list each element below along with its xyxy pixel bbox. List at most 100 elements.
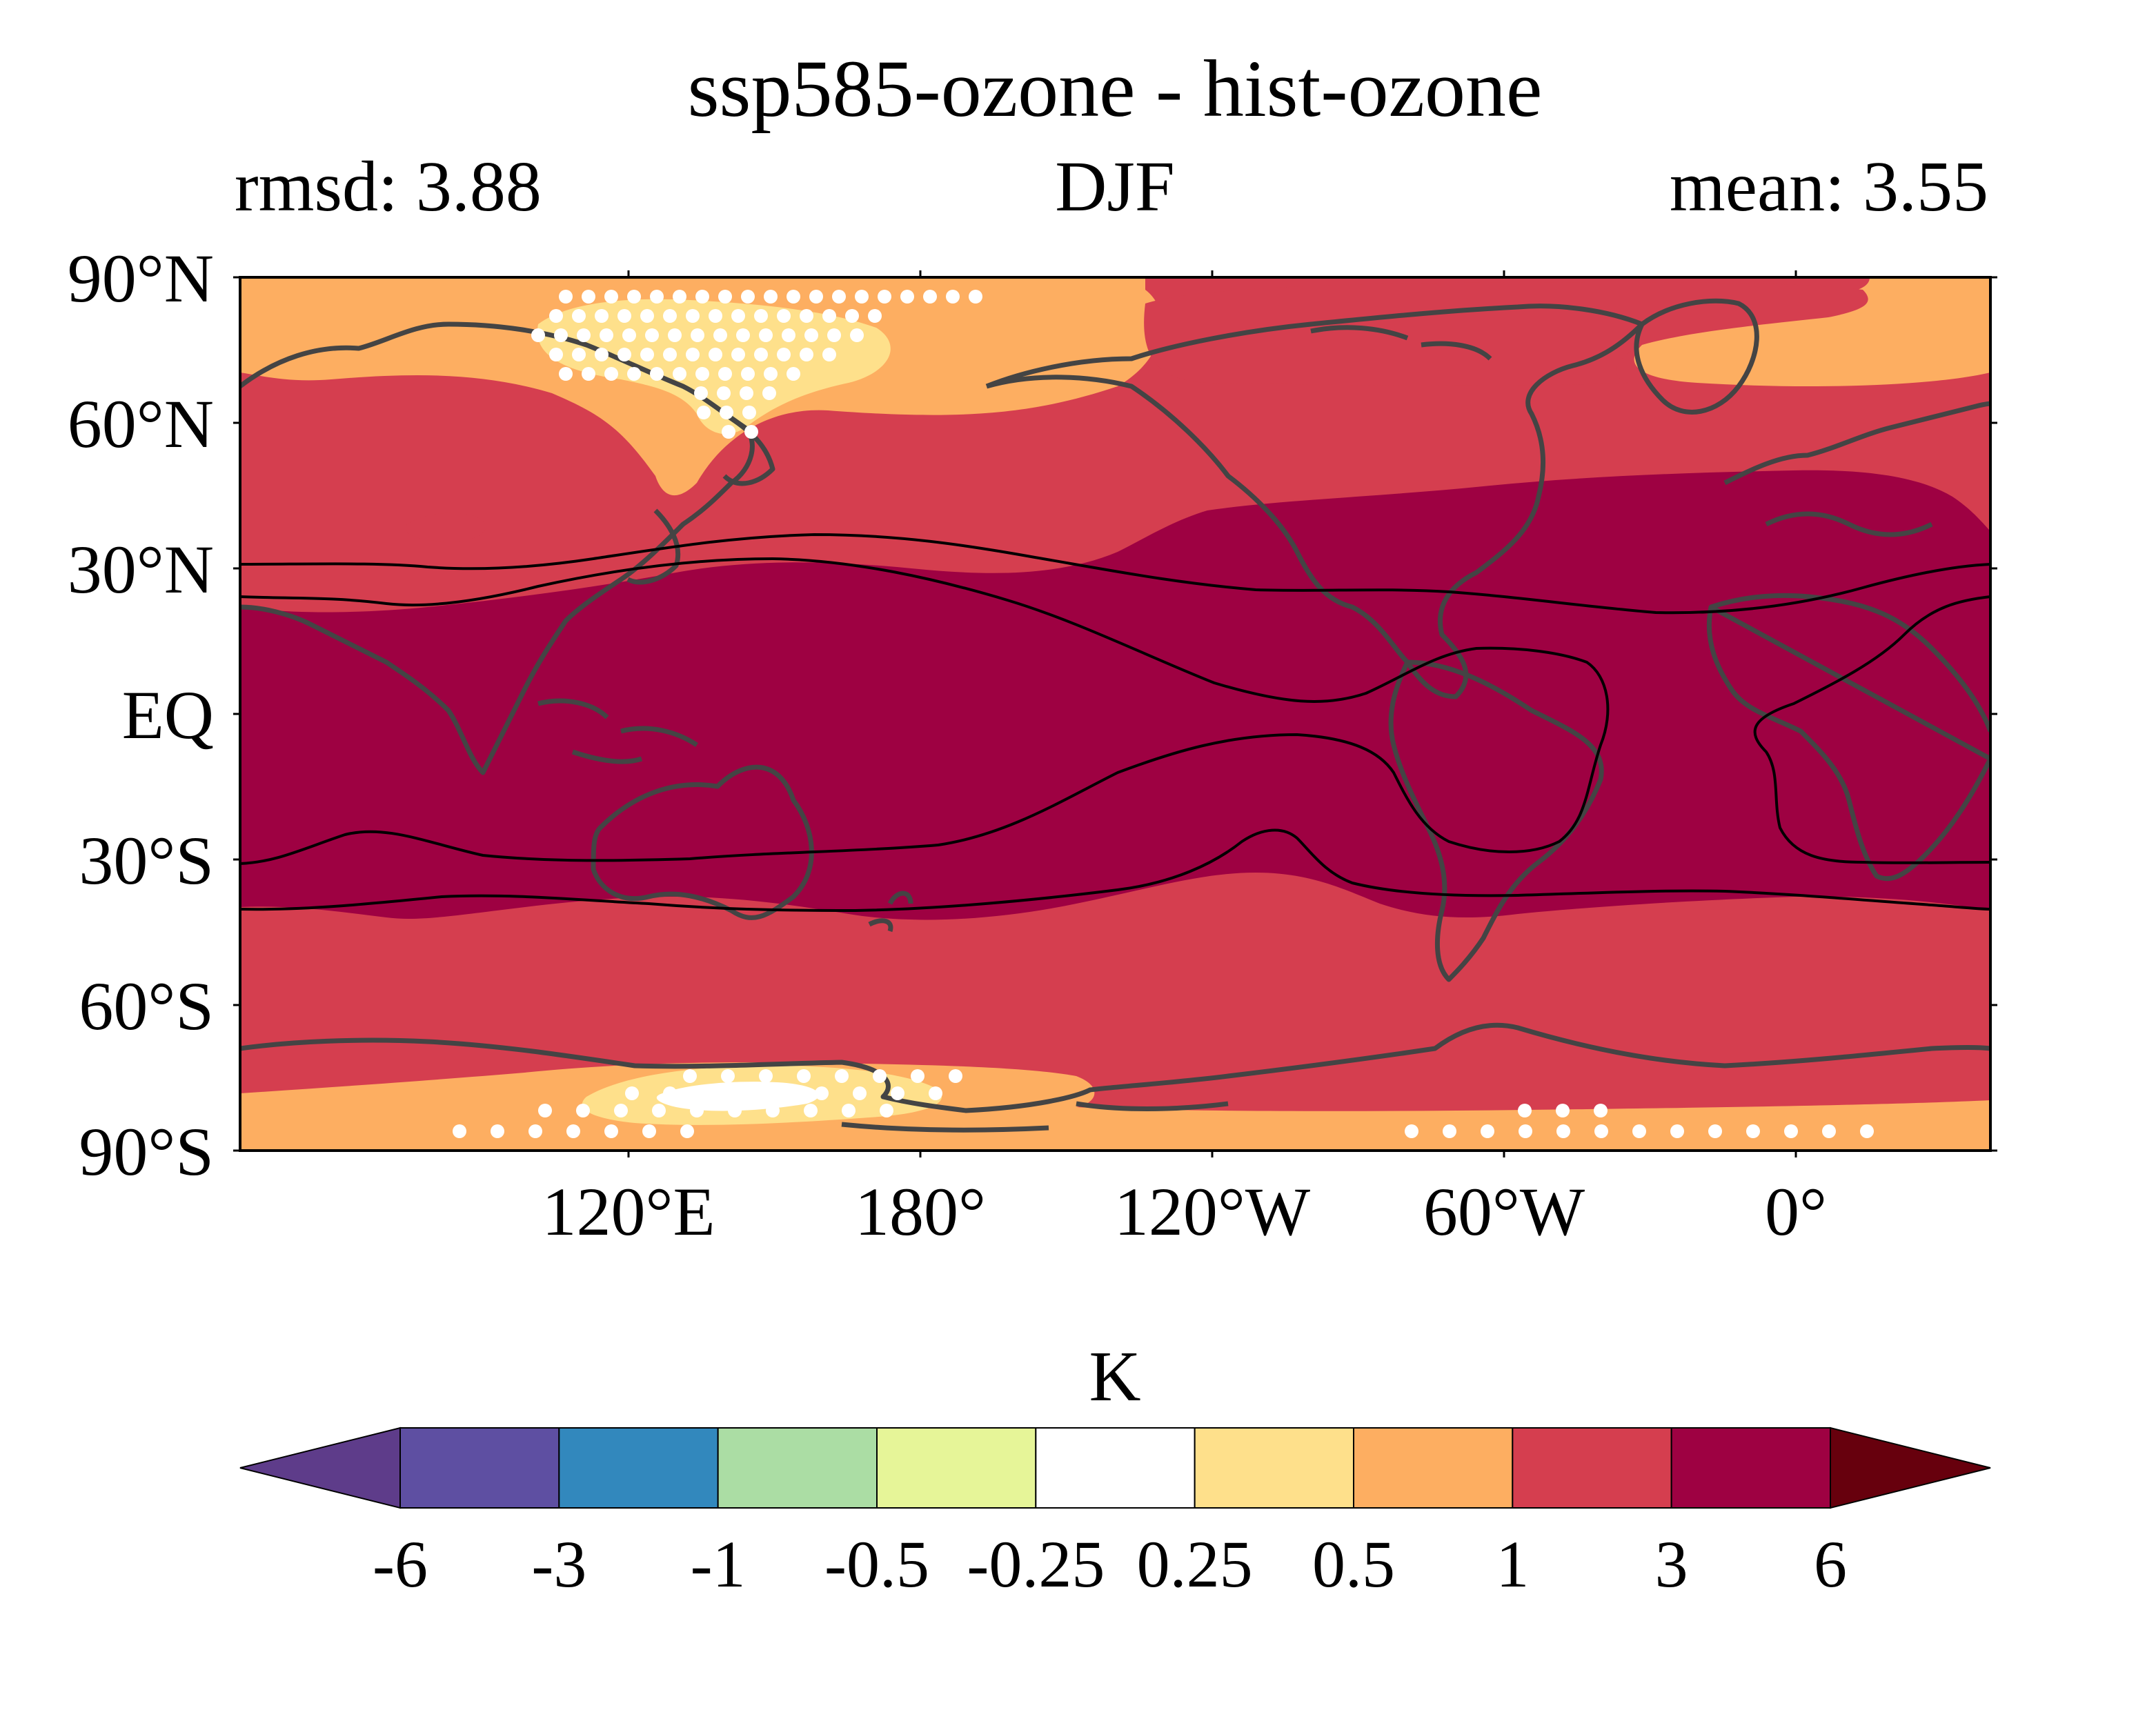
colorbar-cells	[399, 1427, 1832, 1509]
stipple-dot	[762, 386, 776, 400]
lat-label-60s: 60°S	[79, 968, 214, 1044]
stipple-dot	[559, 290, 573, 304]
stipple-dot	[1519, 1124, 1532, 1138]
stipple-dot	[622, 328, 636, 342]
lat-label-eq: EQ	[122, 677, 214, 753]
stipple-dot	[1746, 1124, 1760, 1138]
colorbar-over-arrow	[1830, 1426, 1991, 1509]
stipple-dot	[549, 348, 563, 361]
tick-marks	[233, 270, 1997, 1157]
field-arctic-cap-red	[1144, 282, 1868, 386]
stipple-dot	[741, 290, 755, 304]
field-band-3-6	[240, 470, 1990, 920]
stipple-dot	[754, 309, 768, 323]
stipple-dot	[1481, 1124, 1494, 1138]
stipple-dot	[718, 290, 732, 304]
stipple-dot	[1518, 1104, 1532, 1117]
stipple-dot	[668, 328, 682, 342]
stipple-dot	[717, 386, 731, 400]
stipple-dot	[663, 348, 677, 361]
stipple-dot	[1556, 1104, 1570, 1117]
stipple-dot	[1822, 1124, 1836, 1138]
stipple-dot	[1405, 1124, 1418, 1138]
lat-label-60n: 60°N	[68, 386, 214, 462]
stipple-dot	[582, 290, 595, 304]
stipple-dot	[627, 290, 641, 304]
colorbar-tick-label-8: 3	[1655, 1527, 1688, 1601]
colorbar-tick-label-5: 0.25	[1137, 1527, 1253, 1601]
colorbar-tick-label-6: 0.5	[1312, 1527, 1395, 1601]
stipple-dot	[686, 309, 700, 323]
stipple-dot	[873, 1069, 887, 1083]
colorbar: K -6 -3 -1 -0.5 -0.25 0.25 0.5 1 3 6	[239, 1337, 1991, 1601]
stipple-dot	[804, 328, 818, 342]
stipple-dot	[720, 406, 733, 419]
stipple-dot	[759, 328, 773, 342]
stipple-arctic	[531, 290, 982, 439]
stipple-dot	[1556, 1124, 1570, 1138]
stipple-dot	[604, 367, 618, 381]
stipple-dot	[1632, 1124, 1646, 1138]
stipple-dot	[663, 309, 677, 323]
stipple-dot	[929, 1086, 942, 1100]
stipple-dot	[740, 386, 753, 400]
stipple-dot	[1670, 1124, 1684, 1138]
stipple-dot	[891, 1086, 904, 1100]
subtitle-mean: mean: 3.55	[1670, 147, 1988, 226]
stipple-dot	[673, 367, 686, 381]
stipple-dot	[1708, 1124, 1722, 1138]
stipple-dot	[766, 1104, 780, 1117]
coastlines	[240, 298, 1990, 1133]
lat-label-90n: 90°N	[68, 240, 214, 317]
stipple-dot	[777, 1086, 791, 1100]
field-pacific-red-blob	[406, 513, 486, 541]
stipple-dot	[683, 1069, 697, 1083]
stipple-dot	[842, 1104, 856, 1117]
stipple-dot	[832, 290, 846, 304]
stipple-dot	[595, 348, 609, 361]
stipple-dot	[777, 348, 791, 361]
stipple-dot	[709, 309, 722, 323]
lat-labels: 90°N 60°N 30°N EQ 30°S 60°S 90°S	[68, 240, 214, 1190]
stipple-dot	[582, 367, 595, 381]
stipple-dot	[1594, 1124, 1608, 1138]
stipple-dot	[845, 309, 859, 323]
stipple-dot	[736, 328, 750, 342]
stipple-dot	[453, 1124, 466, 1138]
stipple-dot	[742, 406, 756, 419]
lon-label-120w: 120°W	[1114, 1173, 1311, 1250]
stipple-dot	[868, 309, 882, 323]
stipple-dot	[759, 1069, 773, 1083]
stipple-dot	[691, 328, 704, 342]
colorbar-cell-2	[717, 1427, 878, 1509]
stipple-dot	[640, 309, 654, 323]
colorbar-cell-6	[1353, 1427, 1514, 1509]
lat-label-30s: 30°S	[79, 822, 214, 899]
stipple-dot	[853, 1086, 867, 1100]
stipple-dot	[880, 1104, 893, 1117]
stipple-dot	[549, 309, 563, 323]
lon-labels: 120°E 180° 120°W 60°W 0°	[542, 1173, 1827, 1250]
stipple-dot	[721, 1069, 735, 1083]
stipple-dot	[804, 1104, 818, 1117]
stipple-dot	[663, 1086, 677, 1100]
stipple-dot	[491, 1124, 504, 1138]
lon-label-0: 0°	[1765, 1173, 1827, 1250]
stipple-dot	[572, 348, 586, 361]
stipple-dot	[673, 290, 686, 304]
stipple-dot	[695, 367, 709, 381]
stipple-dot	[1860, 1124, 1874, 1138]
stippling	[453, 290, 1874, 1138]
stipple-dot	[850, 328, 864, 342]
contour-lines	[240, 533, 1990, 913]
stipple-dot	[815, 1086, 829, 1100]
stipple-dot	[695, 290, 709, 304]
stipple-dot	[800, 309, 813, 323]
stipple-dot	[809, 290, 823, 304]
stipple-antarctic	[453, 1069, 1874, 1138]
colorbar-cell-5	[1194, 1427, 1354, 1509]
stipple-dot	[731, 309, 745, 323]
stipple-dot	[559, 367, 573, 381]
stipple-dot	[640, 348, 654, 361]
stipple-dot	[797, 1069, 811, 1083]
